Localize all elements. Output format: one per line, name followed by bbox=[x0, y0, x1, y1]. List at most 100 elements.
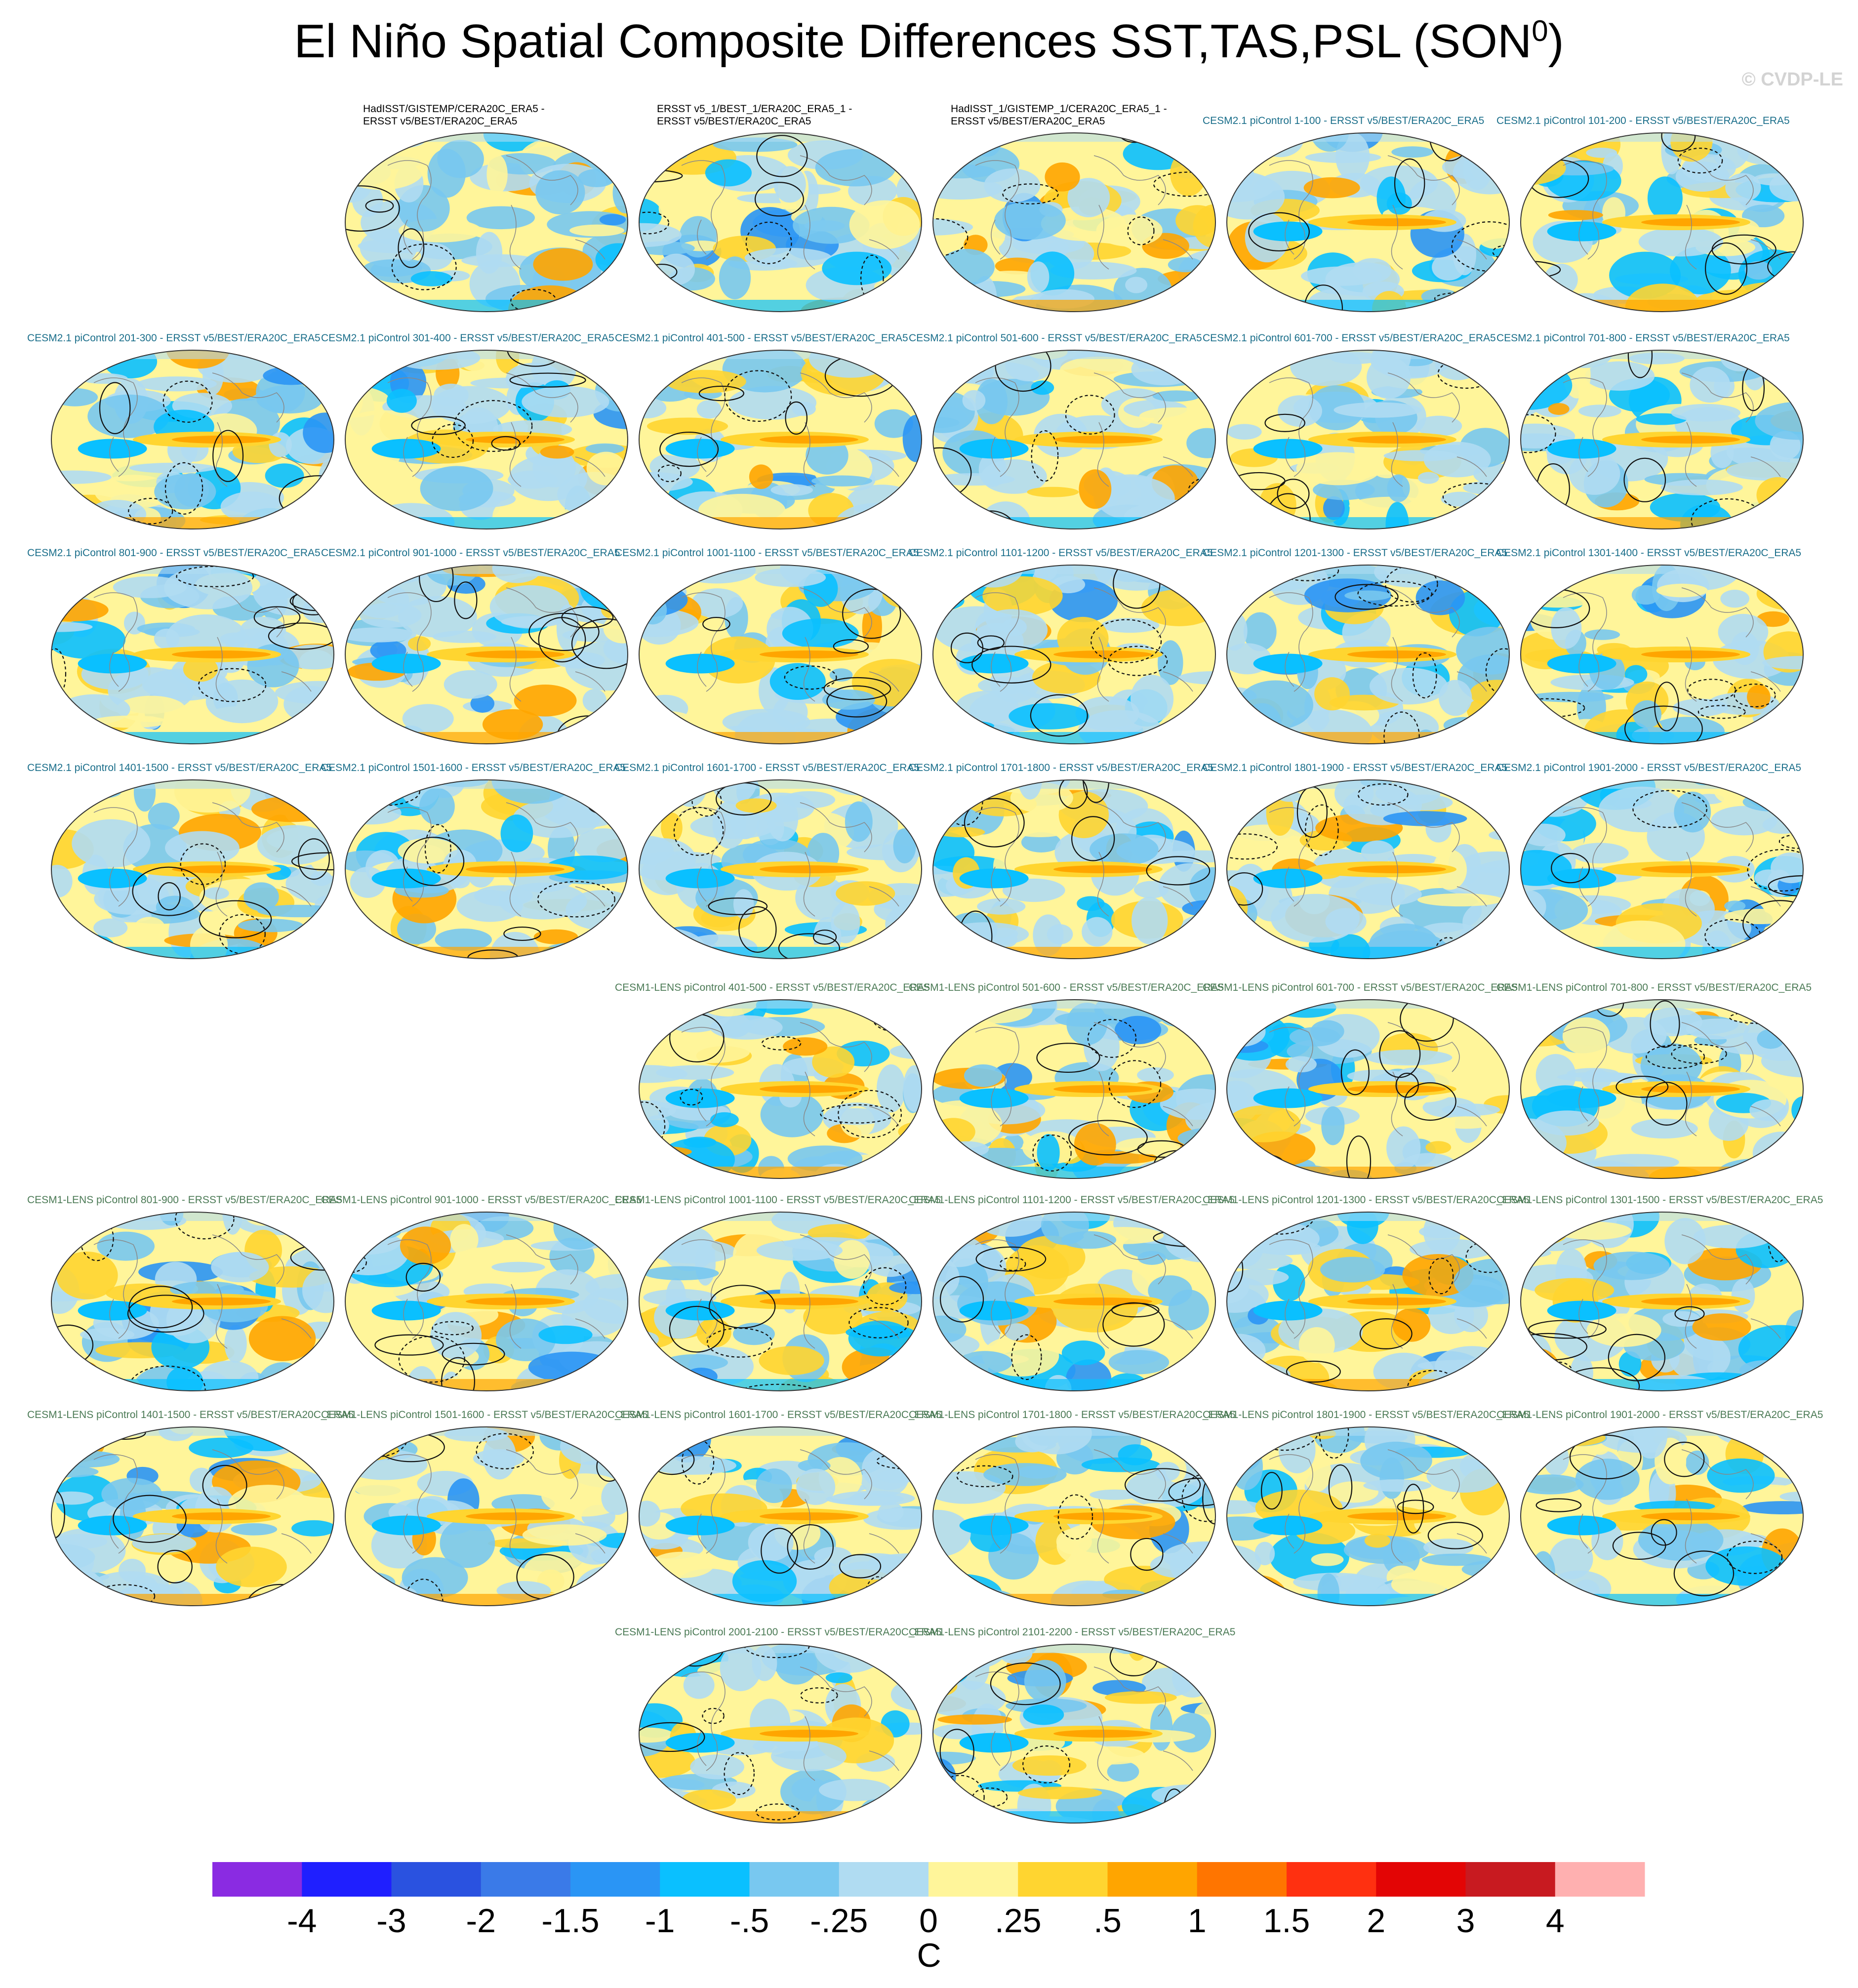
map-panel: CESM2.1 piControl 701-800 - ERSST v5/BES… bbox=[1496, 321, 1815, 529]
map-panel: CESM1-LENS piControl 1501-1600 - ERSST v… bbox=[321, 1398, 647, 1606]
panel-label: CESM2.1 piControl 401-500 - ERSST v5/BES… bbox=[615, 332, 970, 344]
panel-label-line1: CESM1-LENS piControl 901-1000 - ERSST v5… bbox=[321, 1194, 642, 1206]
colorbar-tick-label: 2 bbox=[1367, 1902, 1385, 1936]
panel-label-line1: CESM2.1 piControl 1001-1100 - ERSST v5/B… bbox=[615, 547, 919, 559]
panel-label-line1: CESM2.1 piControl 501-600 - ERSST v5/BES… bbox=[909, 332, 1202, 344]
map-panel: CESM2.1 piControl 1701-1800 - ERSST v5/B… bbox=[909, 751, 1227, 959]
map-panel: CESM2.1 piControl 501-600 - ERSST v5/BES… bbox=[909, 321, 1227, 529]
colorbar-tick-label: -1.5 bbox=[541, 1902, 599, 1936]
map-panel: CESM2.1 piControl 901-1000 - ERSST v5/BE… bbox=[321, 536, 640, 744]
map-svg bbox=[639, 1426, 922, 1606]
panel-label-line1: CESM2.1 piControl 1301-1400 - ERSST v5/B… bbox=[1496, 547, 1802, 559]
map-svg bbox=[639, 350, 922, 529]
title-text: El Niño Spatial Composite Differences SS… bbox=[294, 15, 1532, 68]
panel-label: CESM1-LENS piControl 401-500 - ERSST v5/… bbox=[615, 981, 970, 994]
map-panel: CESM1-LENS piControl 2001-2100 - ERSST v… bbox=[615, 1615, 941, 1824]
map-svg bbox=[345, 350, 628, 529]
colorbar-tick-label: -.5 bbox=[730, 1902, 769, 1936]
map-svg bbox=[51, 350, 334, 529]
panel-label: CESM1-LENS piControl 1101-1200 - ERSST v… bbox=[909, 1194, 1264, 1206]
map-panel: CESM2.1 piControl 301-400 - ERSST v5/BES… bbox=[321, 321, 640, 529]
map-svg bbox=[345, 779, 628, 959]
panel-label: CESM2.1 piControl 1201-1300 - ERSST v5/B… bbox=[1203, 547, 1558, 559]
colorbar-swatch bbox=[1197, 1862, 1287, 1897]
panel-label: CESM2.1 piControl 701-800 - ERSST v5/BES… bbox=[1496, 332, 1852, 344]
map-svg bbox=[1226, 132, 1510, 312]
panel-label-line1: CESM2.1 piControl 301-400 - ERSST v5/BES… bbox=[321, 332, 614, 344]
panel-label: CESM2.1 piControl 901-1000 - ERSST v5/BE… bbox=[321, 547, 677, 559]
map-svg bbox=[1226, 1426, 1510, 1606]
map-panel: CESM2.1 piControl 1401-1500 - ERSST v5/B… bbox=[27, 751, 346, 959]
map-svg bbox=[932, 132, 1216, 312]
panel-label: CESM2.1 piControl 1401-1500 - ERSST v5/B… bbox=[27, 762, 383, 774]
map-panel: CESM2.1 piControl 1101-1200 - ERSST v5/B… bbox=[909, 536, 1227, 744]
colorbar-swatch bbox=[1555, 1862, 1645, 1897]
map-svg bbox=[639, 999, 922, 1179]
panel-label-line1: ERSST v5_1/BEST_1/ERA20C_ERA5_1 - bbox=[657, 103, 852, 115]
map-panel: ERSST v5_1/BEST_1/ERA20C_ERA5_1 - ERSST v… bbox=[637, 103, 933, 312]
map-panel: CESM2.1 piControl 801-900 - ERSST v5/BES… bbox=[27, 536, 346, 744]
map-panel: CESM1-LENS piControl 1401-1500 - ERSST v… bbox=[27, 1398, 354, 1606]
panel-label-line1: HadISST/GISTEMP/CERA20C_ERA5 - bbox=[363, 103, 545, 115]
map-svg bbox=[1226, 999, 1510, 1179]
panel-label-line1: CESM1-LENS piControl 1501-1600 - ERSST v… bbox=[321, 1409, 648, 1420]
colorbar-tick-label: 1 bbox=[1188, 1902, 1207, 1936]
panel-label: CESM2.1 piControl 1001-1100 - ERSST v5/B… bbox=[615, 547, 970, 559]
colorbar-tick-label: .5 bbox=[1093, 1902, 1122, 1936]
colorbar-swatch bbox=[1107, 1862, 1198, 1897]
panel-label: CESM1-LENS piControl 1701-1800 - ERSST v… bbox=[909, 1409, 1264, 1421]
panel-label-line1: CESM1-LENS piControl 1201-1300 - ERSST v… bbox=[1203, 1194, 1530, 1206]
panel-label: CESM1-LENS piControl 2001-2100 - ERSST v… bbox=[615, 1626, 970, 1638]
map-panel: CESM1-LENS piControl 1801-1900 - ERSST v… bbox=[1203, 1398, 1529, 1606]
colorbar-swatch bbox=[1287, 1862, 1376, 1897]
panel-label-line1: CESM2.1 piControl 601-700 - ERSST v5/BES… bbox=[1203, 332, 1496, 344]
colorbar-tick-label: .25 bbox=[995, 1902, 1042, 1936]
map-svg bbox=[1520, 779, 1804, 959]
panel-label-line1: CESM2.1 piControl 1701-1800 - ERSST v5/B… bbox=[909, 762, 1214, 773]
map-panel: CESM1-LENS piControl 401-500 - ERSST v5/… bbox=[615, 971, 933, 1179]
panel-label-line2: ERSST v5/BEST/ERA20C_ERA5 bbox=[951, 116, 1105, 127]
colorbar-tick-label: 3 bbox=[1456, 1902, 1475, 1936]
map-svg bbox=[51, 1426, 334, 1606]
map-panel: CESM1-LENS piControl 1601-1700 - ERSST v… bbox=[615, 1398, 941, 1606]
panel-label: CESM2.1 piControl 201-300 - ERSST v5/BES… bbox=[27, 332, 383, 344]
map-panel: CESM2.1 piControl 1201-1300 - ERSST v5/B… bbox=[1203, 536, 1521, 744]
map-svg bbox=[1226, 565, 1510, 744]
map-svg bbox=[1226, 779, 1510, 959]
panel-label: CESM1-LENS piControl 1401-1500 - ERSST v… bbox=[27, 1409, 383, 1421]
panel-label-line2: ERSST v5/BEST/ERA20C_ERA5 bbox=[657, 116, 811, 127]
map-svg bbox=[639, 132, 922, 312]
panel-label-line1: CESM1-LENS piControl 2001-2100 - ERSST v… bbox=[615, 1626, 942, 1638]
panel-label: CESM1-LENS piControl 1301-1500 - ERSST v… bbox=[1496, 1194, 1852, 1206]
panel-label: CESM2.1 piControl 1301-1400 - ERSST v5/B… bbox=[1496, 547, 1852, 559]
panel-label-line1: CESM1-LENS piControl 1901-2000 - ERSST v… bbox=[1496, 1409, 1823, 1420]
panel-label-line1: CESM2.1 piControl 1-100 - ERSST v5/BEST/… bbox=[1203, 115, 1485, 126]
panel-label: CESM2.1 piControl 1501-1600 - ERSST v5/B… bbox=[321, 762, 677, 774]
map-panel: CESM1-LENS piControl 501-600 - ERSST v5/… bbox=[909, 971, 1227, 1179]
map-svg bbox=[639, 779, 922, 959]
map-svg bbox=[345, 565, 628, 744]
map-svg bbox=[1520, 350, 1804, 529]
map-svg bbox=[345, 132, 628, 312]
panel-label-line1: CESM1-LENS piControl 1001-1100 - ERSST v… bbox=[615, 1194, 941, 1206]
map-svg bbox=[51, 779, 334, 959]
map-panel: CESM2.1 piControl 1901-2000 - ERSST v5/B… bbox=[1496, 751, 1815, 959]
map-panel: CESM2.1 piControl 601-700 - ERSST v5/BES… bbox=[1203, 321, 1521, 529]
map-svg bbox=[639, 1212, 922, 1391]
panel-label-line1: CESM1-LENS piControl 1801-1900 - ERSST v… bbox=[1203, 1409, 1530, 1420]
colorbar-swatch bbox=[1376, 1862, 1466, 1897]
panel-label-line1: CESM1-LENS piControl 701-800 - ERSST v5/… bbox=[1496, 982, 1812, 993]
colorbar-swatch bbox=[749, 1862, 840, 1897]
map-svg bbox=[51, 565, 334, 744]
map-panel: CESM1-LENS piControl 601-700 - ERSST v5/… bbox=[1203, 971, 1521, 1179]
panel-label: CESM2.1 piControl 1901-2000 - ERSST v5/B… bbox=[1496, 762, 1852, 774]
colorbar-swatch bbox=[1018, 1862, 1108, 1897]
panel-label: CESM2.1 piControl 601-700 - ERSST v5/BES… bbox=[1203, 332, 1558, 344]
panel-label: CESM2.1 piControl 301-400 - ERSST v5/BES… bbox=[321, 332, 677, 344]
panel-label-line1: CESM1-LENS piControl 401-500 - ERSST v5/… bbox=[615, 982, 930, 993]
title-superscript: 0 bbox=[1532, 14, 1548, 47]
panel-label-line1: CESM1-LENS piControl 801-900 - ERSST v5/… bbox=[27, 1194, 343, 1206]
panel-label-line2: ERSST v5/BEST/ERA20C_ERA5 bbox=[363, 116, 518, 127]
map-panel: CESM1-LENS piControl 1001-1100 - ERSST v… bbox=[615, 1183, 941, 1391]
panel-label-line1: CESM2.1 piControl 701-800 - ERSST v5/BES… bbox=[1496, 332, 1790, 344]
